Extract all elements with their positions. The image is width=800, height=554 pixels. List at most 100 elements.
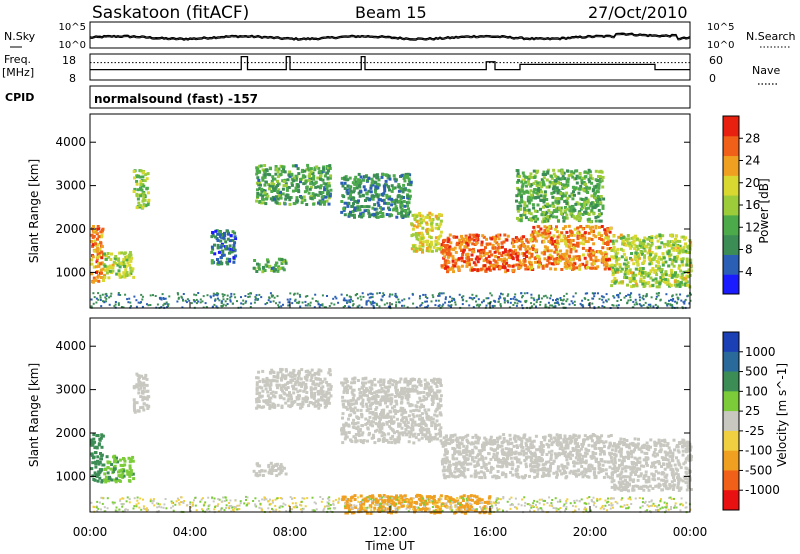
data-cell [182, 299, 184, 302]
data-cell [673, 241, 677, 245]
data-cell [437, 224, 441, 228]
data-cell [397, 440, 401, 444]
data-cell [211, 305, 214, 308]
data-cell [437, 299, 440, 302]
data-cell [529, 261, 533, 265]
data-cell [406, 204, 409, 208]
data-cell [256, 376, 260, 380]
data-cell [130, 305, 132, 308]
data-cell [391, 406, 394, 410]
data-cell [193, 293, 196, 296]
data-cell [342, 423, 346, 427]
data-cell [640, 305, 643, 308]
data-cell [118, 265, 122, 269]
data-cell [475, 237, 479, 241]
data-cell [105, 294, 108, 297]
data-cell [307, 191, 311, 195]
data-cell [532, 236, 536, 239]
data-cell [575, 174, 579, 178]
data-cell [294, 387, 298, 391]
data-cell [580, 176, 584, 180]
beam-title: Beam 15 [355, 3, 427, 22]
data-cell [114, 459, 118, 463]
data-cell [577, 202, 581, 206]
data-cell [565, 213, 569, 217]
data-cell [428, 245, 432, 249]
data-cell [398, 422, 402, 426]
data-cell [287, 397, 291, 401]
data-cell [522, 261, 526, 265]
data-cell [98, 251, 102, 255]
data-cell [550, 191, 554, 195]
data-cell [405, 418, 409, 422]
data-cell [525, 299, 528, 302]
data-cell [669, 253, 673, 257]
data-cell [428, 211, 432, 215]
data-cell [523, 208, 527, 212]
data-cell [368, 296, 371, 299]
data-cell [380, 298, 383, 301]
data-cell [260, 190, 264, 194]
data-cell [352, 304, 354, 307]
data-cell [195, 298, 198, 301]
data-cell [623, 272, 627, 276]
data-cell [228, 259, 232, 263]
data-cell [558, 182, 562, 186]
data-cell [584, 264, 588, 268]
data-cell [98, 247, 102, 251]
data-cell [497, 300, 500, 303]
data-cell [636, 247, 640, 251]
data-cell [638, 272, 641, 276]
data-cell [120, 468, 124, 472]
data-cell [546, 259, 550, 263]
data-cell [378, 305, 381, 308]
data-cell [430, 221, 434, 224]
data-cell [619, 236, 623, 240]
data-cell [94, 242, 97, 246]
data-cell [648, 257, 652, 261]
power-y-axis-label: Slant Range [km] [27, 159, 41, 263]
data-cell [165, 301, 168, 304]
data-cell [293, 202, 297, 206]
data-cell [370, 181, 374, 185]
data-cell [594, 216, 598, 219]
data-cell [536, 195, 540, 199]
data-cell [553, 250, 557, 254]
data-cell [594, 169, 598, 173]
data-cell [543, 257, 547, 261]
data-cell [265, 381, 269, 385]
data-cell [342, 208, 346, 212]
data-cell [412, 249, 416, 253]
data-cell [517, 192, 521, 196]
data-cell [583, 170, 587, 174]
data-cell [400, 409, 404, 413]
data-cell [553, 245, 557, 249]
data-cell [95, 434, 99, 438]
data-cell [642, 242, 646, 246]
data-cell [643, 284, 647, 288]
data-cell [122, 306, 125, 309]
data-cell [447, 238, 451, 242]
data-cell [385, 415, 389, 418]
data-cell [579, 461, 583, 465]
data-cell [361, 393, 365, 397]
data-cell [301, 168, 304, 172]
data-cell [136, 188, 140, 192]
data-cell [537, 265, 541, 269]
data-cell [563, 209, 567, 213]
data-cell [326, 169, 330, 173]
data-cell [321, 294, 324, 297]
data-cell [286, 380, 290, 384]
data-cell [603, 306, 606, 308]
data-cell [306, 304, 309, 307]
data-cell [213, 243, 216, 247]
data-cell [404, 377, 408, 381]
data-cell [142, 197, 146, 201]
data-cell [576, 241, 579, 245]
data-cell [359, 190, 363, 194]
data-cell [356, 180, 360, 184]
data-cell [394, 409, 398, 413]
data-cell [428, 235, 431, 239]
data-cell [380, 426, 384, 430]
